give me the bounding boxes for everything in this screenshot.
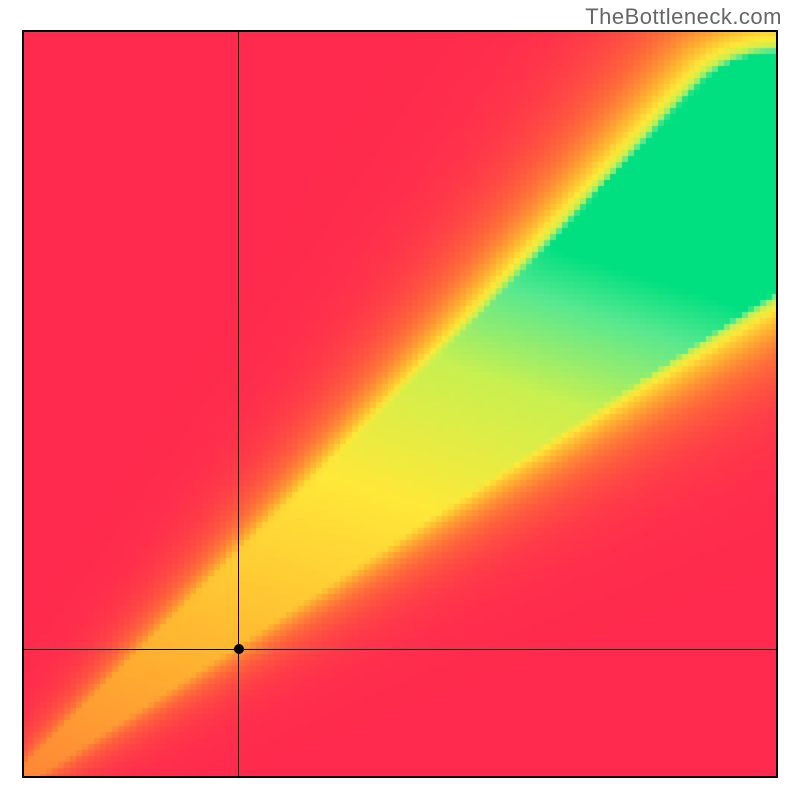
watermark-text: TheBottleneck.com [585,4,782,30]
chart-container: TheBottleneck.com [0,0,800,800]
heatmap-canvas [22,30,778,778]
